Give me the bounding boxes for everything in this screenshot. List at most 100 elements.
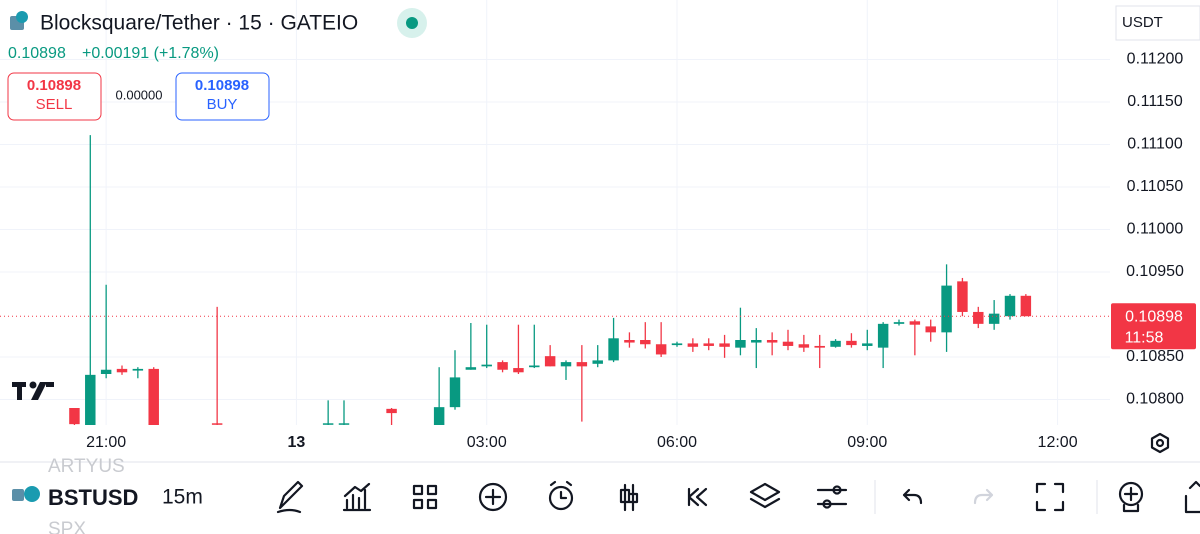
last-price-label: 0.10898	[1125, 308, 1183, 325]
candle-body	[1020, 295, 1032, 317]
candle-body	[703, 343, 714, 346]
currency-selector[interactable]	[1115, 5, 1200, 41]
toolbar: ARTYUS SPX BSTUSD 15m	[0, 456, 1200, 534]
y-tick-label: 0.11150	[1127, 93, 1183, 110]
settings-sliders-icon	[822, 499, 832, 509]
candle-body	[338, 423, 350, 425]
candle-body	[719, 343, 730, 347]
candle-body	[798, 344, 810, 348]
y-tick-label: 0.11050	[1127, 178, 1184, 195]
candle-body	[85, 374, 96, 425]
layers-icon[interactable]	[749, 482, 781, 509]
candle-body	[69, 408, 80, 425]
watermark	[12, 381, 54, 400]
symbol-logo	[12, 489, 24, 501]
last-price-tag	[1111, 303, 1196, 350]
candle-body	[386, 408, 397, 414]
buy-label: BUY	[207, 96, 238, 113]
x-tick-label: 09:00	[847, 434, 887, 451]
candle-body	[465, 367, 477, 370]
bar-style-icon[interactable]	[619, 483, 639, 512]
sell-price: 0.10898	[27, 77, 81, 94]
y-tick-label: 0.10950	[1126, 263, 1184, 280]
candle-body	[560, 362, 572, 367]
candle-body	[846, 340, 857, 346]
y-tick-label: 0.10850	[1126, 348, 1184, 365]
quote: 0.10898	[8, 45, 66, 62]
candle-body	[782, 341, 794, 346]
x-tick-label: 21:00	[86, 434, 126, 451]
settings-sliders-icon	[832, 485, 842, 495]
candle-body	[925, 326, 936, 333]
candle-body	[988, 313, 1000, 324]
trade-icon	[1122, 486, 1140, 513]
candle-body	[671, 343, 683, 346]
settings-sliders-icon[interactable]	[816, 488, 848, 506]
trade-icon[interactable]	[1118, 481, 1144, 507]
countdown: 11:58	[1125, 329, 1164, 346]
candle-body	[433, 407, 445, 425]
candle-body	[592, 360, 603, 364]
x-tick-label: 03:00	[467, 434, 507, 451]
draw-icon[interactable]	[276, 480, 304, 514]
candle-body	[211, 423, 223, 425]
redo-icon[interactable]	[973, 488, 994, 505]
fullscreen-icon[interactable]	[1035, 482, 1065, 512]
share-icon[interactable]	[1184, 480, 1200, 514]
settings-icon[interactable]	[1150, 432, 1170, 454]
add-icon[interactable]	[478, 482, 508, 512]
x-tick-label: 06:00	[657, 434, 697, 451]
candle-body	[751, 340, 762, 343]
candle-body	[973, 311, 984, 324]
y-tick-label: 0.10800	[1126, 391, 1184, 408]
y-tick-label: 0.11200	[1127, 51, 1184, 68]
candle-body	[655, 344, 667, 355]
candle-body	[497, 362, 508, 370]
symbol-next: SPX	[48, 519, 86, 534]
candle-body	[957, 281, 968, 312]
candle-body	[116, 368, 128, 373]
candle-body	[640, 340, 651, 345]
currency: USDT	[1122, 14, 1163, 31]
layouts-icon[interactable]	[412, 484, 438, 510]
spread: 0.00000	[116, 87, 163, 102]
undo-icon[interactable]	[902, 488, 923, 505]
plot	[0, 135, 1110, 425]
indicators-icon[interactable]	[342, 482, 372, 512]
candle-body	[893, 322, 905, 324]
axes: 0.11200 0.11150 0.11100 0.11050 0.11000 0.109…	[86, 51, 1196, 451]
candle-body	[576, 362, 588, 367]
sell-label: SELL	[36, 96, 73, 113]
candle-body	[1004, 295, 1016, 317]
symbol-logo	[16, 11, 28, 23]
grid	[0, 0, 1110, 425]
symbol-prev: ARTYUS	[48, 456, 125, 477]
buy-price: 0.10898	[195, 77, 249, 94]
buy-button[interactable]	[175, 72, 270, 121]
candle-body	[449, 377, 461, 408]
add-icon	[484, 488, 502, 506]
candle-body	[877, 323, 889, 348]
y-tick-label: 0.11100	[1127, 136, 1183, 153]
candle-body	[862, 343, 873, 346]
settings-icon	[1155, 438, 1165, 448]
candle-body	[513, 368, 524, 373]
change: +0.00191 (+1.78%)	[82, 45, 219, 62]
candle-body	[830, 340, 841, 347]
candle-body	[624, 340, 635, 343]
alert-icon[interactable]	[548, 485, 574, 511]
sell-button[interactable]	[7, 72, 102, 121]
candle-body	[148, 368, 159, 425]
candle-body	[814, 345, 825, 348]
candle-body	[687, 343, 699, 347]
candle-body	[544, 356, 556, 367]
symbol-logo	[24, 486, 40, 502]
candle-body	[735, 340, 746, 348]
symbol[interactable]: BSTUSD	[48, 485, 138, 510]
candle-body	[481, 364, 492, 367]
market-status-dot	[406, 17, 418, 29]
interval[interactable]: 15m	[162, 486, 203, 509]
replay-icon[interactable]	[687, 487, 708, 507]
x-tick-label: 13	[288, 434, 306, 451]
